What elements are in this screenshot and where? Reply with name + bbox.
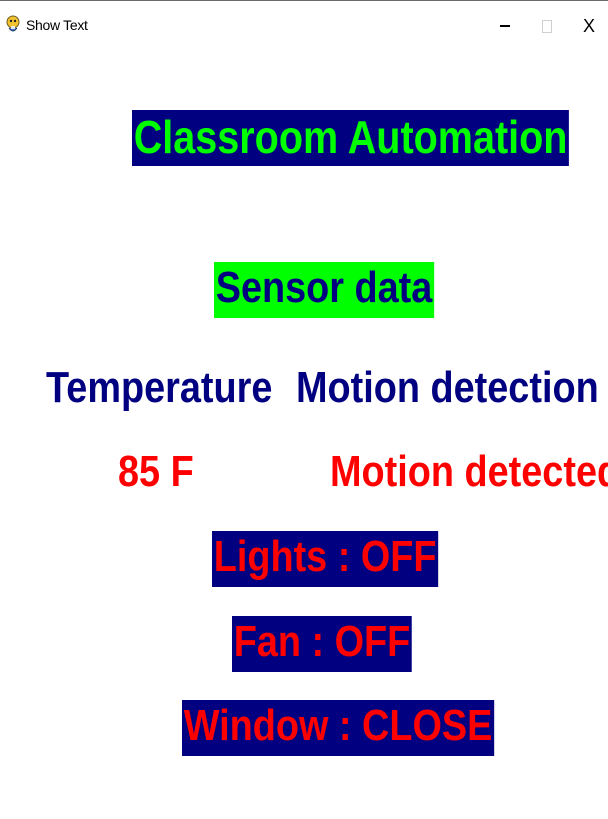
maximize-icon [542, 19, 552, 33]
minimize-icon [500, 25, 510, 27]
motion-detection-header: Motion detection [296, 363, 599, 412]
sensor-data-label: Sensor data [214, 262, 435, 318]
pygame-snake-icon [5, 15, 21, 35]
window-status: Window : CLOSE [182, 700, 495, 756]
lights-status: Lights : OFF [212, 531, 439, 587]
fan-status: Fan : OFF [232, 616, 413, 672]
minimize-button[interactable] [490, 11, 520, 41]
page-title: Classroom Automation [132, 110, 570, 166]
motion-value: Motion detected [330, 447, 608, 496]
maximize-button[interactable] [532, 11, 562, 41]
close-button[interactable]: X [574, 11, 604, 41]
title-bar[interactable]: Show Text X [0, 0, 608, 52]
temperature-value: 85 F [118, 447, 194, 496]
temperature-header: Temperature [46, 363, 273, 412]
window-title: Show Text [26, 17, 88, 33]
close-icon: X [582, 15, 595, 36]
